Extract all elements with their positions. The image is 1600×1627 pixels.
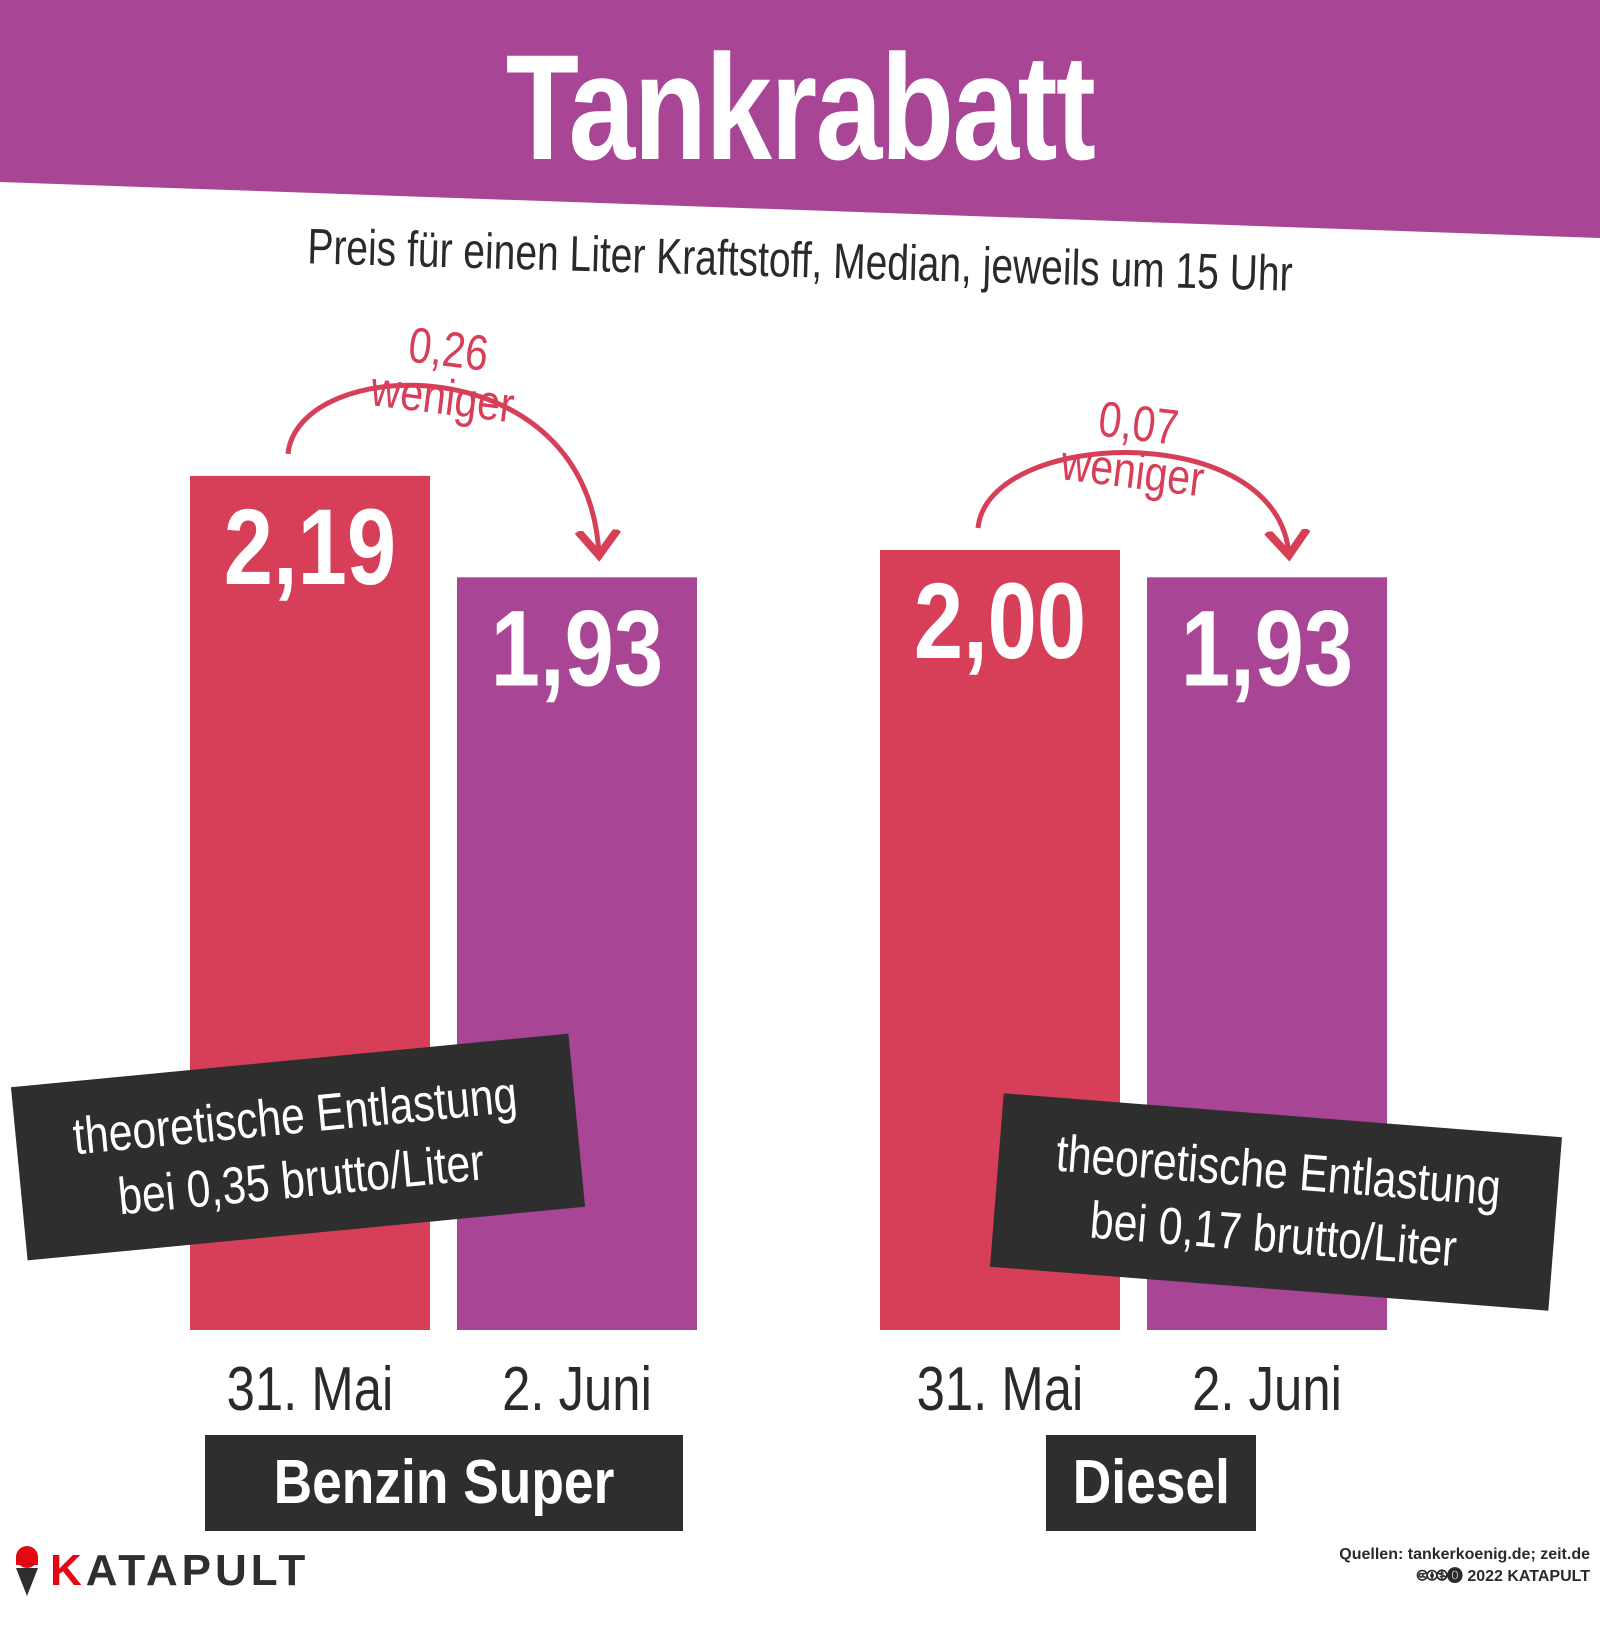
difference-label-1-0: 0,07	[1095, 391, 1181, 456]
category-label-1-1: 2. Juni	[1192, 1355, 1342, 1424]
group-label-diesel: Diesel	[1046, 1435, 1256, 1531]
logo-wordmark: KATAPULT	[50, 1546, 310, 1595]
value-label-1-0: 2,00	[914, 561, 1086, 681]
group-label-benzin: Benzin Super E5	[205, 1435, 683, 1613]
value-label-0-1: 1,93	[491, 588, 663, 708]
category-label-0-0: 31. Mai	[227, 1355, 394, 1424]
difference-label-0-1: weniger	[367, 360, 517, 433]
difference-label-1-1: weniger	[1057, 434, 1207, 507]
value-label-1-1: 1,93	[1181, 588, 1353, 708]
category-label-1-0: 31. Mai	[917, 1355, 1084, 1424]
ice-cream-icon	[16, 1546, 38, 1596]
category-label-0-1: 2. Juni	[502, 1355, 652, 1424]
license-line: 🅭🅯🄏🄌 2022 KATAPULT	[1339, 1566, 1590, 1588]
license-icons: 🅭🅯🄏🄌	[1417, 1568, 1463, 1585]
sources-footer: Quellen: tankerkoenig.de; zeit.de 🅭🅯🄏🄌 2…	[1339, 1544, 1590, 1588]
license-text: 2022 KATAPULT	[1467, 1568, 1590, 1585]
sources-text: Quellen: tankerkoenig.de; zeit.de	[1339, 1546, 1590, 1563]
katapult-logo: KATAPULT	[8, 1543, 348, 1599]
value-label-0-0: 2,19	[224, 487, 396, 607]
title-banner	[0, 0, 1600, 238]
difference-label-0-0: 0,26	[405, 317, 491, 382]
difference-arrow-0	[285, 382, 599, 555]
difference-arrow-1	[975, 450, 1289, 556]
page-title: Tankrabatt	[505, 23, 1096, 191]
banner-shape	[0, 0, 1600, 238]
